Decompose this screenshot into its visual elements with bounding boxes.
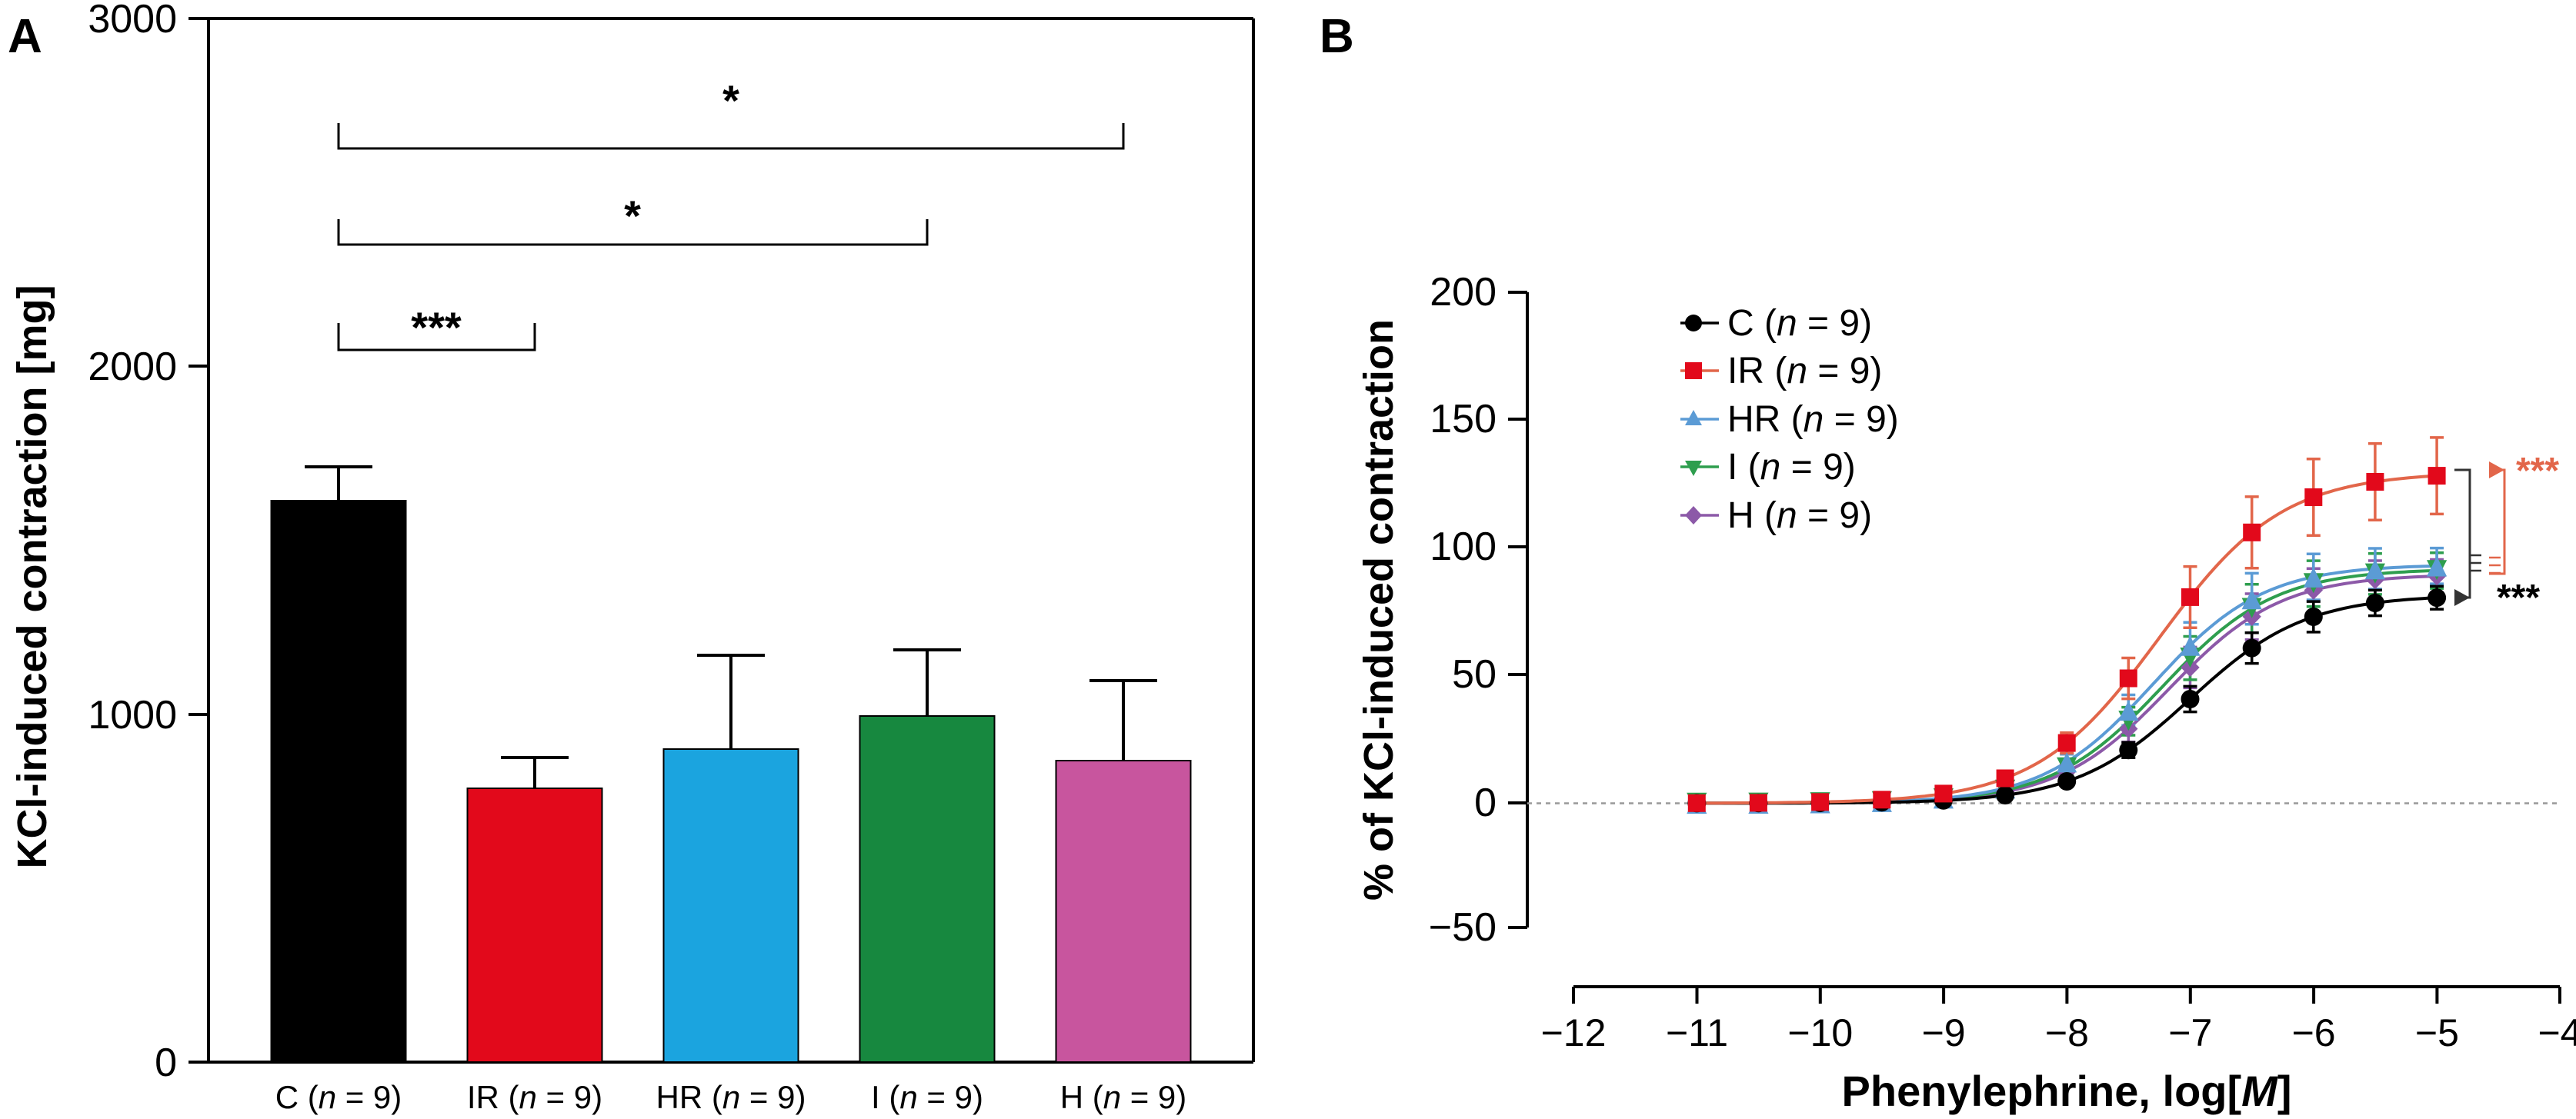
svg-text:A: A — [8, 10, 42, 63]
svg-text:200: 200 — [1430, 270, 1497, 315]
svg-text:***: *** — [2516, 451, 2559, 491]
svg-text:HR (n = 9): HR (n = 9) — [1727, 399, 1899, 440]
svg-text:−9: −9 — [1922, 1011, 1966, 1054]
svg-text:−12: −12 — [1541, 1011, 1607, 1054]
svg-text:I (n = 9): I (n = 9) — [871, 1079, 983, 1115]
svg-text:IR (n = 9): IR (n = 9) — [1727, 351, 1882, 391]
svg-text:I (n = 9): I (n = 9) — [1727, 447, 1856, 488]
svg-text:HR (n = 9): HR (n = 9) — [656, 1079, 806, 1115]
svg-text:−11: −11 — [1666, 1011, 1728, 1054]
svg-text:3000: 3000 — [88, 0, 177, 42]
svg-text:% of KCl-induced contraction: % of KCl-induced contraction — [1356, 319, 1402, 901]
svg-text:100: 100 — [1430, 525, 1497, 569]
svg-text:−6: −6 — [2292, 1011, 2336, 1054]
svg-text:C (n = 9): C (n = 9) — [275, 1079, 402, 1115]
svg-text:−4: −4 — [2538, 1011, 2576, 1054]
svg-text:−50: −50 — [1429, 905, 1497, 950]
svg-text:2000: 2000 — [88, 345, 177, 389]
svg-text:−7: −7 — [2168, 1011, 2212, 1054]
svg-text:H (n = 9): H (n = 9) — [1060, 1079, 1187, 1115]
svg-text:*: * — [624, 191, 641, 240]
svg-text:IR (n = 9): IR (n = 9) — [467, 1079, 602, 1115]
svg-text:C (n = 9): C (n = 9) — [1727, 303, 1872, 344]
svg-text:−8: −8 — [2045, 1011, 2089, 1054]
svg-text:KCl-induced contraction [mg]: KCl-induced contraction [mg] — [9, 285, 55, 869]
svg-text:−10: −10 — [1787, 1011, 1853, 1054]
svg-text:*: * — [722, 76, 739, 125]
svg-text:B: B — [1320, 10, 1354, 63]
svg-text:Phenylephrine, log[M]: Phenylephrine, log[M] — [1842, 1067, 2292, 1115]
svg-text:150: 150 — [1430, 397, 1497, 441]
svg-text:H (n = 9): H (n = 9) — [1727, 495, 1872, 536]
svg-text:***: *** — [411, 303, 462, 351]
svg-text:1000: 1000 — [88, 693, 177, 738]
svg-text:0: 0 — [1474, 781, 1497, 825]
svg-text:50: 50 — [1452, 652, 1497, 697]
svg-text:***: *** — [2497, 578, 2540, 618]
svg-text:0: 0 — [155, 1041, 177, 1085]
svg-text:−5: −5 — [2415, 1011, 2459, 1054]
